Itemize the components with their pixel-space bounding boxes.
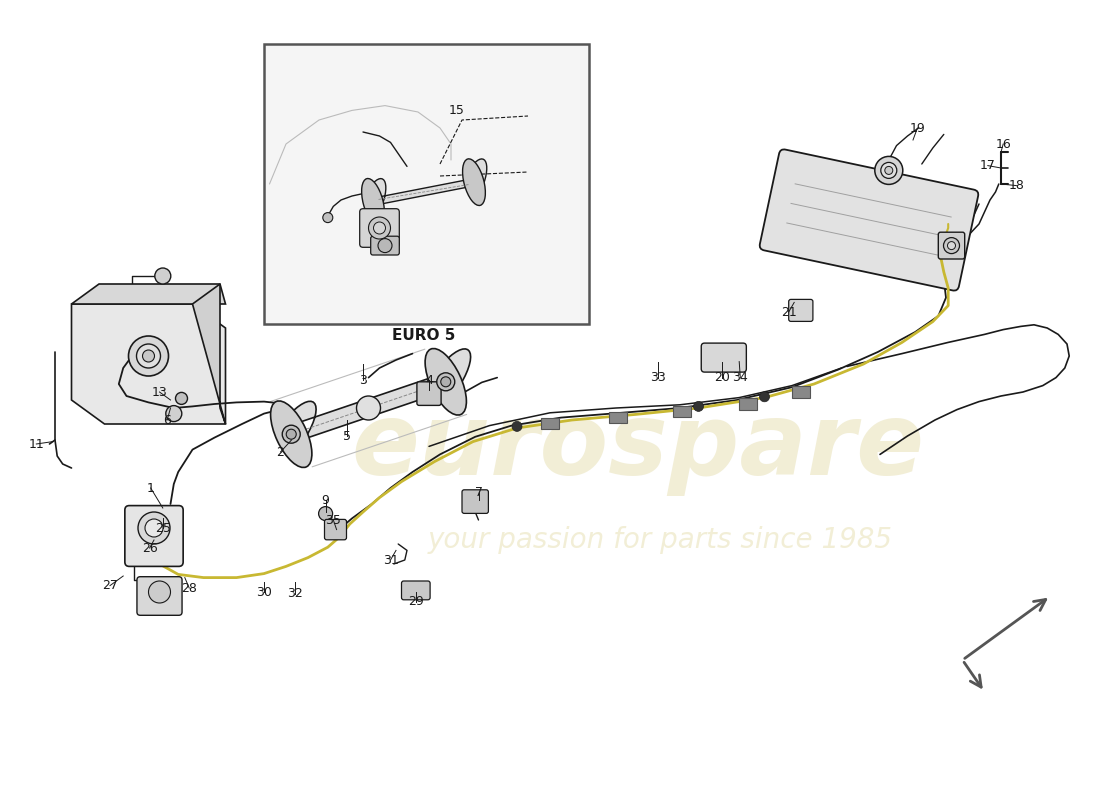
Text: 9: 9 bbox=[321, 494, 330, 506]
Text: 21: 21 bbox=[781, 306, 796, 318]
Circle shape bbox=[145, 519, 163, 537]
Text: 34: 34 bbox=[733, 371, 748, 384]
Circle shape bbox=[138, 512, 170, 544]
Text: 25: 25 bbox=[155, 522, 170, 534]
Text: 20: 20 bbox=[714, 371, 729, 384]
Text: 18: 18 bbox=[1009, 179, 1024, 192]
Text: 26: 26 bbox=[142, 542, 157, 554]
Text: 1: 1 bbox=[146, 482, 155, 494]
Text: 4: 4 bbox=[425, 374, 433, 386]
Text: your passion for parts since 1985: your passion for parts since 1985 bbox=[428, 526, 892, 554]
Circle shape bbox=[155, 268, 170, 284]
Circle shape bbox=[143, 350, 154, 362]
Ellipse shape bbox=[271, 401, 312, 467]
FancyBboxPatch shape bbox=[760, 150, 978, 290]
Text: 15: 15 bbox=[449, 104, 464, 117]
Text: eurospare: eurospare bbox=[351, 399, 925, 497]
Ellipse shape bbox=[463, 159, 485, 206]
Text: EURO 5: EURO 5 bbox=[392, 328, 455, 343]
Text: 16: 16 bbox=[996, 138, 1011, 150]
Text: 32: 32 bbox=[287, 587, 303, 600]
Text: 6: 6 bbox=[163, 414, 172, 426]
Text: 19: 19 bbox=[910, 122, 925, 134]
Circle shape bbox=[166, 406, 182, 422]
Text: 28: 28 bbox=[182, 582, 197, 594]
Bar bbox=[792, 386, 810, 398]
Circle shape bbox=[441, 377, 451, 386]
Text: 5: 5 bbox=[342, 430, 351, 442]
FancyBboxPatch shape bbox=[702, 343, 747, 372]
Circle shape bbox=[356, 396, 381, 420]
Circle shape bbox=[881, 162, 896, 178]
Circle shape bbox=[283, 426, 300, 443]
Text: 13: 13 bbox=[152, 386, 167, 398]
FancyBboxPatch shape bbox=[324, 519, 346, 540]
FancyBboxPatch shape bbox=[402, 581, 430, 600]
Ellipse shape bbox=[362, 178, 384, 225]
FancyBboxPatch shape bbox=[136, 577, 183, 615]
Polygon shape bbox=[278, 349, 471, 438]
Circle shape bbox=[286, 430, 296, 439]
FancyBboxPatch shape bbox=[417, 382, 441, 406]
Text: 11: 11 bbox=[29, 438, 44, 450]
FancyBboxPatch shape bbox=[371, 236, 399, 255]
Circle shape bbox=[944, 238, 959, 254]
Circle shape bbox=[368, 217, 390, 239]
Text: 35: 35 bbox=[326, 514, 341, 526]
Text: 31: 31 bbox=[383, 554, 398, 566]
Bar bbox=[673, 406, 691, 417]
FancyBboxPatch shape bbox=[462, 490, 488, 514]
Circle shape bbox=[319, 506, 332, 521]
Bar bbox=[609, 412, 627, 423]
Circle shape bbox=[437, 373, 454, 390]
Circle shape bbox=[947, 242, 956, 250]
Polygon shape bbox=[363, 159, 487, 204]
Bar bbox=[541, 418, 559, 429]
Text: 33: 33 bbox=[650, 371, 666, 384]
Circle shape bbox=[374, 222, 385, 234]
Text: 29: 29 bbox=[408, 595, 424, 608]
FancyBboxPatch shape bbox=[938, 232, 965, 259]
Circle shape bbox=[136, 344, 161, 368]
Circle shape bbox=[176, 392, 187, 404]
Circle shape bbox=[378, 238, 392, 253]
Circle shape bbox=[322, 213, 333, 222]
FancyBboxPatch shape bbox=[360, 209, 399, 247]
Circle shape bbox=[759, 392, 770, 402]
Text: 27: 27 bbox=[102, 579, 118, 592]
Ellipse shape bbox=[425, 349, 466, 415]
FancyBboxPatch shape bbox=[125, 506, 184, 566]
FancyBboxPatch shape bbox=[789, 299, 813, 322]
Text: 30: 30 bbox=[256, 586, 272, 598]
Circle shape bbox=[512, 422, 522, 431]
Polygon shape bbox=[72, 284, 225, 304]
Polygon shape bbox=[72, 304, 225, 424]
Polygon shape bbox=[192, 284, 226, 424]
Text: 7: 7 bbox=[474, 486, 483, 498]
Text: 2: 2 bbox=[276, 446, 285, 458]
Circle shape bbox=[129, 336, 168, 376]
Circle shape bbox=[148, 581, 170, 603]
Circle shape bbox=[693, 402, 704, 411]
Circle shape bbox=[874, 157, 903, 184]
Bar bbox=[739, 398, 757, 410]
Text: 17: 17 bbox=[980, 159, 996, 172]
Text: 3: 3 bbox=[359, 374, 367, 386]
Bar bbox=[264, 44, 588, 324]
Circle shape bbox=[884, 166, 893, 174]
